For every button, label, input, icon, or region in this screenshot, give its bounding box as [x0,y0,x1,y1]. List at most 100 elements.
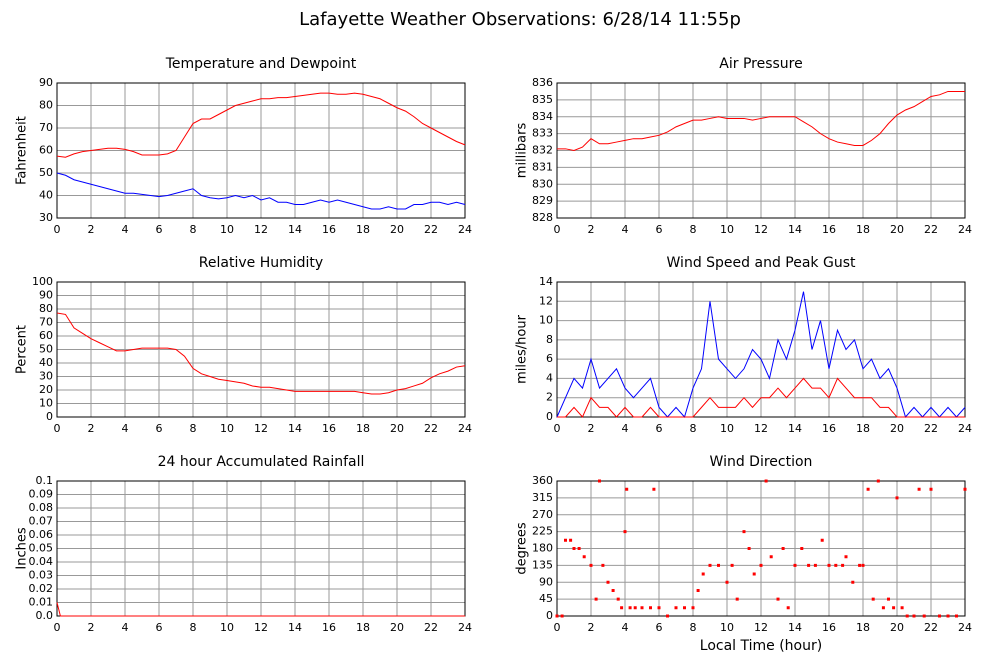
x-tick-label: 22 [924,223,938,236]
x-tick-label: 14 [288,621,302,634]
x-axis-label: Local Time (hour) [700,638,822,654]
y-tick-label: 0.07 [29,515,54,528]
point [577,547,581,550]
y-tick-label: 14 [539,275,553,288]
point [628,606,632,610]
x-tick-label: 22 [924,621,938,634]
point [895,496,899,500]
point [611,589,615,592]
y-tick-label: 80 [39,99,53,112]
x-tick-label: 14 [288,422,302,435]
y-tick-label: 12 [539,294,553,307]
y-tick-label: 30 [39,211,53,224]
x-tick-label: 20 [890,223,904,236]
y-tick-label: 8 [546,333,553,346]
y-tick-label: 10 [39,397,53,410]
y-tick-label: 0.06 [29,528,54,541]
series-line [557,90,965,152]
series-line [56,172,466,210]
point [905,614,909,618]
x-tick-label: 2 [88,422,95,435]
y-axis-label: millibars [515,123,530,179]
point [725,580,729,584]
y-tick-label: 270 [532,508,553,521]
x-tick-label: 14 [788,621,802,634]
panel-title: Wind Direction [710,454,813,470]
x-tick-label: 2 [588,422,595,435]
point [851,580,855,584]
point [963,487,967,491]
x-tick-label: 0 [54,621,61,634]
point [601,563,605,567]
x-tick-label: 6 [156,621,163,634]
x-tick-label: 10 [720,621,734,634]
y-tick-label: 833 [532,127,553,140]
point [594,597,598,601]
y-tick-label: 60 [39,144,53,157]
point [569,538,573,542]
x-tick-label: 20 [390,223,404,236]
x-tick-label: 2 [588,223,595,236]
x-tick-label: 4 [122,223,129,236]
x-tick-label: 6 [656,223,663,236]
point [652,487,656,491]
point [776,597,780,601]
point [759,563,763,567]
point [800,547,804,550]
y-tick-label: 0.02 [29,582,54,595]
x-tick-label: 12 [254,422,268,435]
plot-frame [56,281,466,418]
x-tick-label: 18 [356,223,370,236]
point [841,563,845,567]
x-tick-label: 24 [958,223,972,236]
x-tick-label: 22 [424,422,438,435]
y-tick-label: 828 [532,211,553,224]
x-tick-label: 8 [690,621,697,634]
point [717,563,720,567]
y-tick-label: 20 [39,383,53,396]
y-axis-label: Fahrenheit [15,116,30,185]
x-tick-label: 22 [424,621,438,634]
point [598,479,601,483]
point [900,606,904,610]
y-tick-label: 225 [532,525,553,538]
y-tick-label: 832 [532,144,553,157]
point [858,563,862,567]
y-tick-label: 30 [39,370,53,383]
x-tick-label: 20 [390,621,404,634]
y-tick-label: 834 [532,110,553,123]
point [564,538,567,542]
x-tick-label: 20 [390,422,404,435]
point [674,606,678,610]
plot-frame [556,281,966,418]
y-tick-label: 0.05 [29,542,54,555]
y-axis-label: miles/hour [515,314,530,383]
x-tick-label: 20 [890,422,904,435]
x-tick-label: 20 [890,621,904,634]
point [917,487,921,491]
point [649,606,652,610]
y-tick-label: 0.1 [36,474,54,487]
point [747,547,751,550]
y-tick-label: 835 [532,93,553,106]
series-line [557,377,965,418]
plot-frame [556,480,966,617]
y-tick-label: 360 [532,474,553,487]
x-tick-label: 10 [220,422,234,435]
x-tick-label: 6 [656,621,663,634]
x-tick-label: 8 [190,621,197,634]
point [781,547,785,550]
y-tick-label: 829 [532,194,553,207]
series-line [56,312,466,395]
x-tick-label: 0 [554,621,561,634]
point [620,606,624,610]
x-tick-label: 16 [322,422,336,435]
x-tick-label: 22 [424,223,438,236]
x-tick-label: 22 [924,422,938,435]
x-tick-label: 12 [254,223,268,236]
x-tick-label: 12 [754,223,768,236]
x-tick-label: 14 [788,422,802,435]
y-tick-label: 10 [539,314,553,327]
point [555,614,559,618]
y-tick-label: 50 [39,343,53,356]
